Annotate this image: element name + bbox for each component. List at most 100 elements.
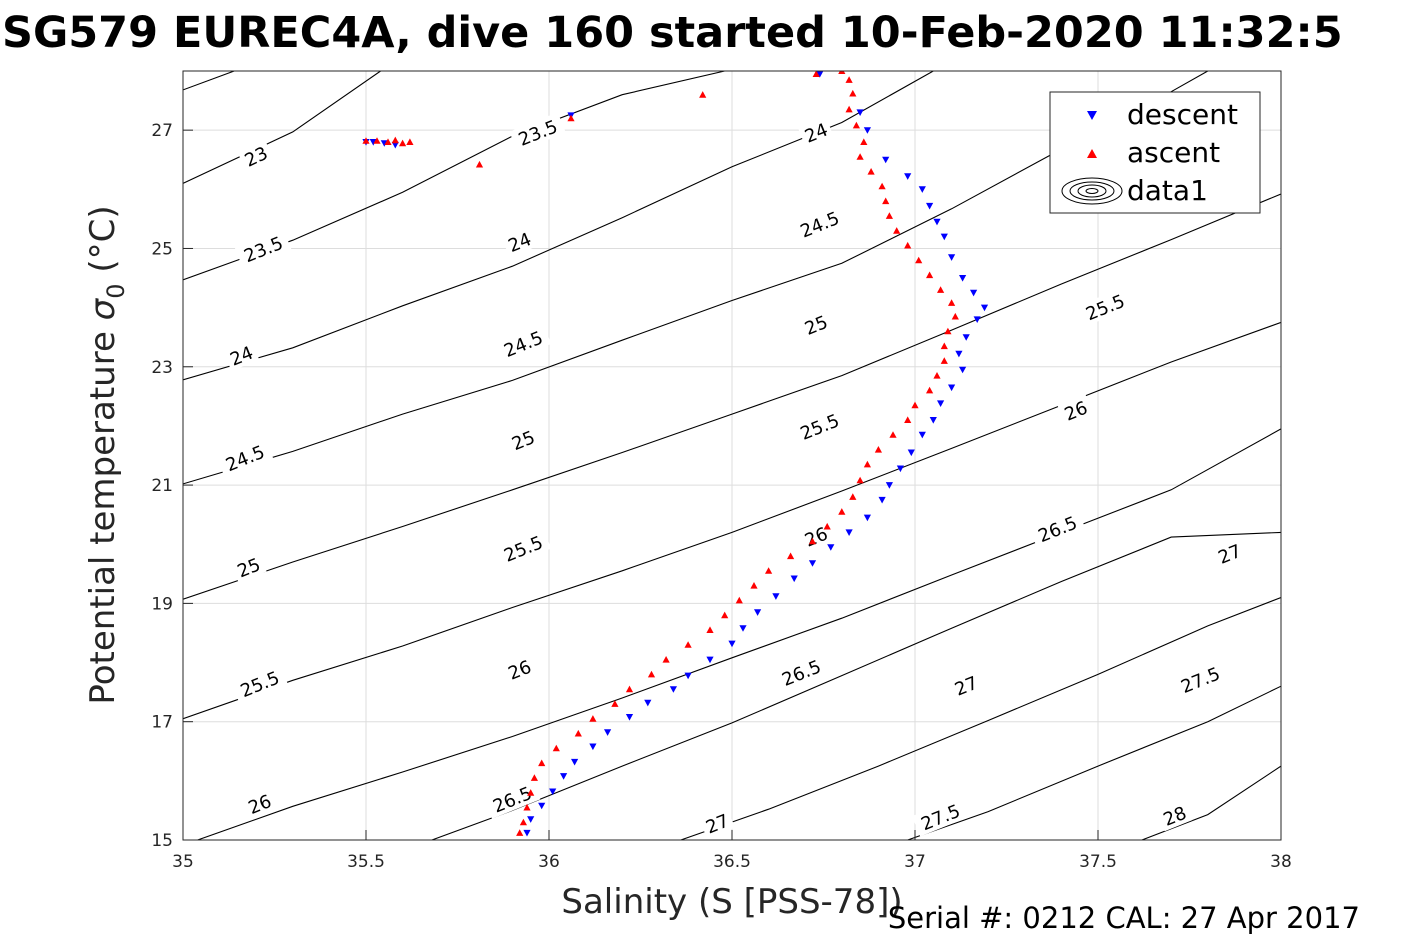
legend-ascent-marker [1087,149,1097,158]
legend-data1-label: data1 [1127,174,1208,207]
ascent-point [750,582,758,589]
descent-point [918,431,926,439]
ascent-point [406,138,414,145]
y-tick-label: 17 [151,713,173,733]
descent-point [380,140,388,147]
descent-point [706,656,714,664]
y-tick-label: 27 [151,121,173,141]
ascent-point [574,729,582,737]
legend-contour-icon [1061,177,1123,205]
ascent-point [523,803,531,811]
ascent-point [589,715,597,722]
ascent-point [944,327,952,335]
ascent-point [735,596,743,604]
ascent-point [625,685,634,693]
y-tick-label: 25 [151,239,173,259]
descent-point [772,593,780,600]
ascent-point [808,537,817,545]
descent-point [684,672,692,680]
ascent-point [867,168,875,175]
ascent-point [904,241,912,249]
legend-box [1049,91,1261,214]
descent-point [560,773,568,780]
descent-point [933,218,941,226]
descent-point [808,560,817,567]
descent-point [955,350,963,358]
y-tick-label: 21 [151,476,173,496]
ascent-point [852,121,860,129]
x-tick-label: 37.5 [1079,852,1117,872]
density-contour-line [1141,765,1281,840]
density-contour-line [907,685,1281,840]
ascent-point [937,286,945,293]
descent-point [827,544,835,551]
descent-point [863,127,871,134]
ascent-point [823,522,831,530]
ascent-point [849,493,857,500]
density-contour-line [431,531,1281,840]
ascent-point [765,567,773,574]
descent-point [369,139,377,146]
descent-point [589,743,597,751]
ascent-point [933,372,941,379]
data-points [362,71,989,837]
descent-point [907,449,915,457]
ascent-point [860,138,868,145]
descent-point [973,316,981,323]
x-axis-ticks: 35 35.5 36 36.5 37 37.5 38 [172,830,1292,872]
descent-point [980,304,989,312]
descent-point [970,289,978,297]
ascent-point [838,508,846,515]
ascent-point [812,71,820,77]
descent-point [940,233,948,241]
ascent-point [882,197,890,205]
descent-point [878,496,886,504]
ascent-point [552,744,560,752]
x-tick-label: 35 [172,852,194,872]
ascent-point [863,460,871,468]
density-contour-line [183,321,1281,720]
ascent-point [893,227,901,234]
ascent-point [662,656,670,663]
x-tick-label: 37 [904,852,926,872]
ascent-point [527,789,535,796]
ascent-point [787,552,795,560]
ascent-point [538,759,546,767]
ascent-point [926,386,934,394]
ascent-point [530,774,538,781]
descent-point [926,202,934,210]
ascent-point [849,89,857,97]
descent-point [571,758,579,766]
ascent-point [874,446,882,453]
ascent-point [889,431,897,438]
ascent-point [516,829,524,836]
ascent-point [475,160,484,168]
descent-point [959,366,967,374]
ascent-point [384,138,392,145]
x-tick-label: 36.5 [713,852,751,872]
descent-point [937,400,945,407]
contour-label: 24 [223,339,260,371]
descent-point [885,482,893,489]
descent-point [527,816,535,823]
chart-title: SG579 EUREC4A, dive 160 started 10-Feb-2… [2,8,1343,58]
descent-point [523,829,531,837]
contour-label: 24 [501,225,538,258]
density-contour-line [680,596,1281,840]
descent-point [962,334,970,341]
ascent-point [519,818,527,826]
descent-point [948,254,956,261]
ascent-point [878,182,886,190]
contour-label: 27 [947,669,984,702]
ascent-point [915,256,923,264]
descent-point [929,417,937,424]
ascent-point [373,137,381,144]
ascent-point [391,136,399,144]
ascent-point [838,71,846,74]
ascent-point [948,299,956,306]
density-contour-line [183,71,235,91]
contour-label: 26 [501,653,538,686]
ascent-point [911,401,919,409]
descent-point [549,788,557,796]
